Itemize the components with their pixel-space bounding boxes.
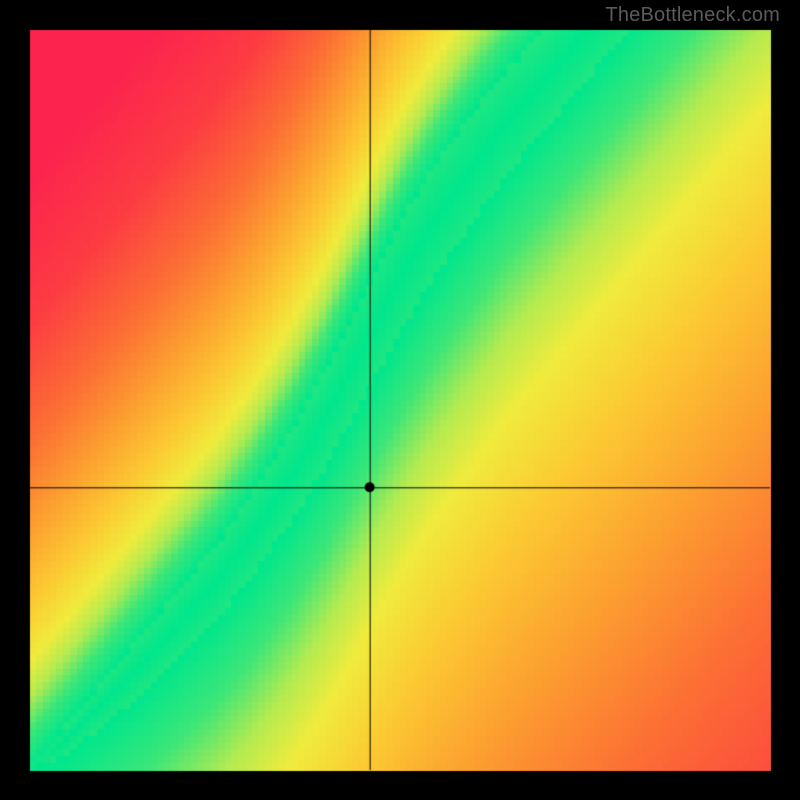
heatmap-canvas (0, 0, 800, 800)
watermark-text: TheBottleneck.com (605, 4, 780, 27)
chart-container: TheBottleneck.com (0, 0, 800, 800)
